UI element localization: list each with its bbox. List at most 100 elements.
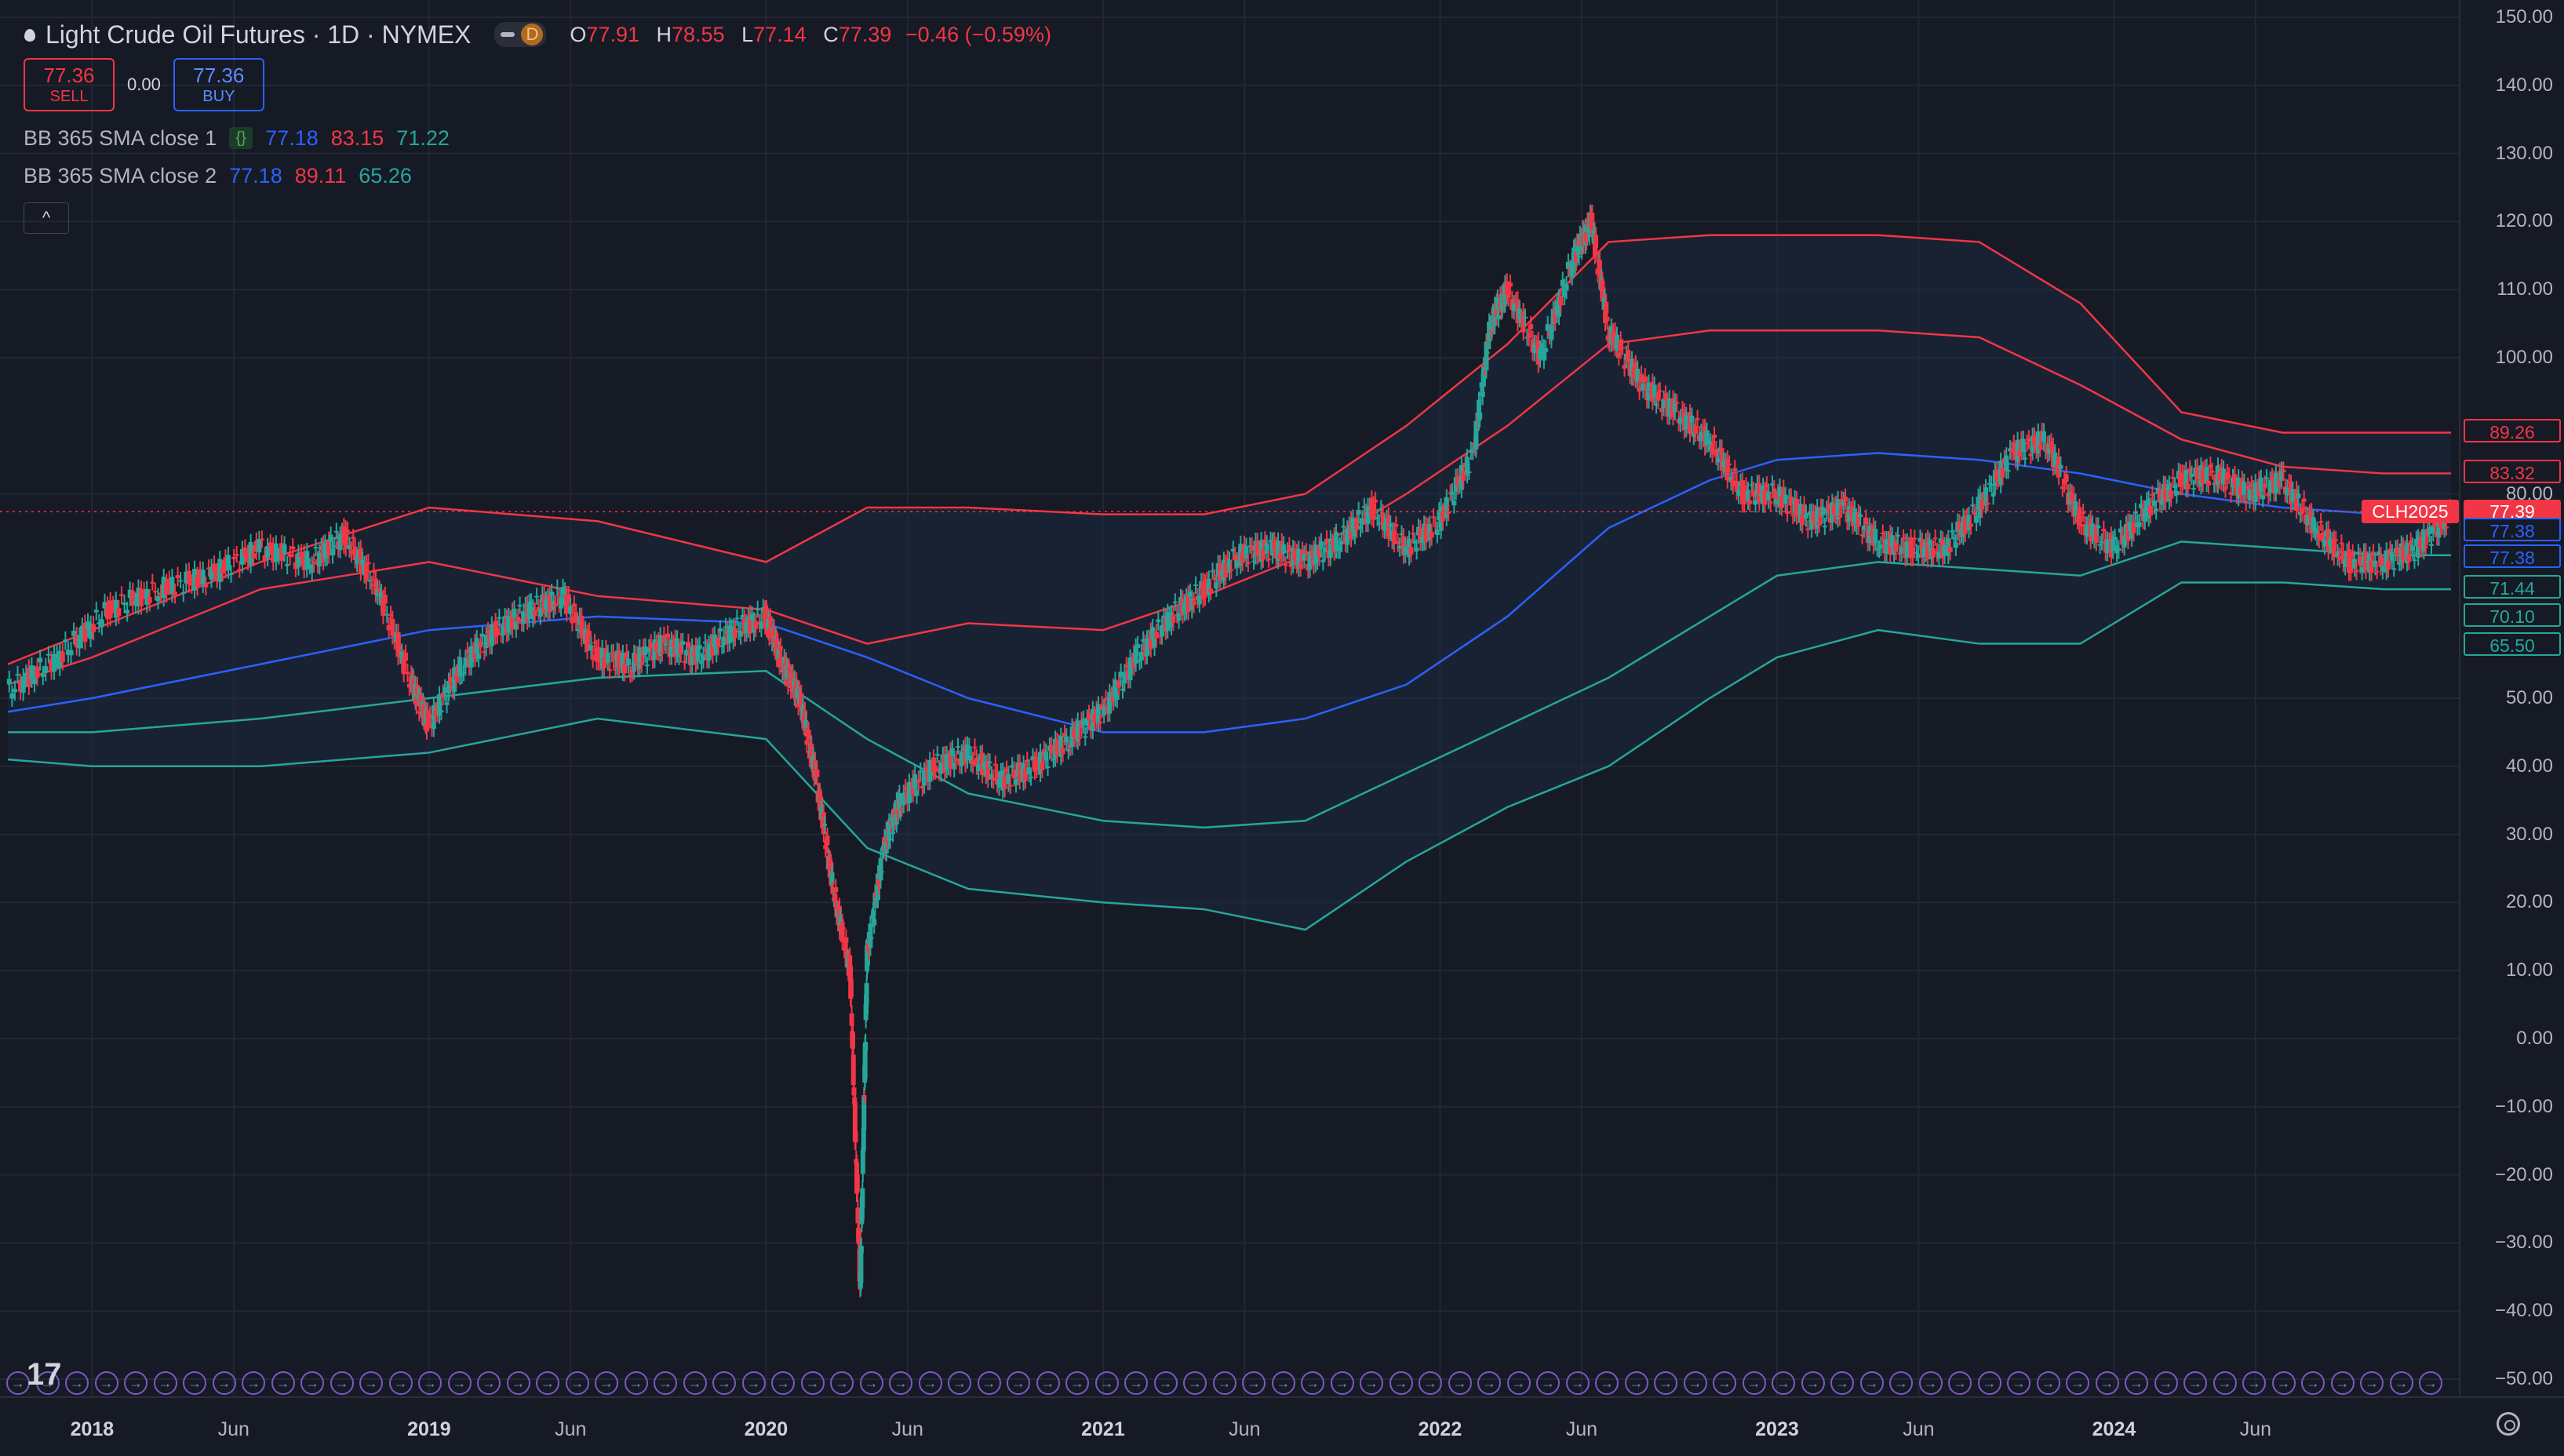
event-marker-icon[interactable]: → xyxy=(2154,1371,2178,1395)
event-marker-icon[interactable]: → xyxy=(1124,1371,1148,1395)
event-marker-icon[interactable]: → xyxy=(94,1371,118,1395)
event-marker-icon[interactable]: → xyxy=(330,1371,354,1395)
event-marker-icon[interactable]: → xyxy=(1830,1371,1854,1395)
event-marker-icon[interactable]: → xyxy=(1536,1371,1560,1395)
event-marker-icon[interactable]: → xyxy=(242,1371,265,1395)
event-marker-icon[interactable]: → xyxy=(1742,1371,1766,1395)
symbol-title[interactable]: Light Crude Oil Futures · 1D · NYMEX xyxy=(46,20,472,49)
event-marker-icon[interactable]: → xyxy=(477,1371,501,1395)
event-marker-icon[interactable]: → xyxy=(1859,1371,1884,1395)
price-scale[interactable]: 150.00 140.00 130.00 120.00 110.00 100.00 80.0… xyxy=(2459,0,2564,1396)
event-marker-icon[interactable]: → xyxy=(1801,1371,1825,1395)
event-marker-icon[interactable]: → xyxy=(447,1371,472,1395)
event-marker-icon[interactable]: → xyxy=(2271,1371,2296,1395)
event-marker-icon[interactable]: → xyxy=(1389,1371,1413,1395)
event-marker-icon[interactable]: → xyxy=(918,1371,942,1395)
event-marker-icon[interactable]: → xyxy=(2095,1371,2119,1395)
event-marker-icon[interactable]: → xyxy=(1477,1371,1501,1395)
event-marker-icon[interactable]: → xyxy=(683,1371,707,1395)
event-marker-icon[interactable]: → xyxy=(2419,1371,2442,1395)
event-marker-icon[interactable]: → xyxy=(1506,1371,1531,1395)
event-marker-icon[interactable]: → xyxy=(183,1371,206,1395)
event-marker-icon[interactable]: → xyxy=(1036,1371,1060,1395)
price-chart[interactable] xyxy=(0,0,2459,1396)
event-marker-icon[interactable]: → xyxy=(1948,1371,1972,1395)
event-marker-icon[interactable]: → xyxy=(2389,1371,2413,1395)
event-marker-icon[interactable]: → xyxy=(2007,1371,2030,1395)
event-marker-icon[interactable]: → xyxy=(741,1371,766,1395)
event-marker-icon[interactable]: → xyxy=(1918,1371,1943,1395)
tradingview-logo[interactable]: 17 xyxy=(27,1357,62,1392)
event-marker-icon[interactable]: → xyxy=(1713,1371,1736,1395)
indicator-name[interactable]: BB 365 SMA close 1 xyxy=(24,126,217,150)
event-marker-icon[interactable]: → xyxy=(830,1371,854,1395)
event-marker-icon[interactable]: → xyxy=(859,1371,883,1395)
event-marker-icon[interactable]: → xyxy=(1565,1371,1590,1395)
event-marker-icon[interactable]: → xyxy=(300,1371,324,1395)
event-marker-icon[interactable]: → xyxy=(1212,1371,1236,1395)
chart-area[interactable] xyxy=(0,0,2459,1396)
event-marker-icon[interactable]: → xyxy=(2360,1371,2384,1395)
event-marker-icon[interactable]: → xyxy=(212,1371,236,1395)
event-marker-icon[interactable]: → xyxy=(1065,1371,1089,1395)
event-marker-icon[interactable]: → xyxy=(1301,1371,1324,1395)
indicator-row-2[interactable]: BB 365 SMA close 2 77.18 89.11 65.26 xyxy=(24,157,1051,195)
event-marker-icon[interactable]: → xyxy=(2066,1371,2089,1395)
sell-button[interactable]: 77.36 SELL xyxy=(24,58,115,111)
event-marker-icon[interactable]: → xyxy=(1683,1371,1707,1395)
event-marker-icon[interactable]: → xyxy=(1595,1371,1619,1395)
event-marker-icon[interactable]: → xyxy=(536,1371,559,1395)
event-marker-icon[interactable]: → xyxy=(1889,1371,1913,1395)
event-marker-icon[interactable]: → xyxy=(948,1371,971,1395)
event-marker-icon[interactable]: → xyxy=(124,1371,148,1395)
event-marker-icon[interactable]: → xyxy=(889,1371,912,1395)
event-marker-icon[interactable]: → xyxy=(624,1371,648,1395)
event-marker-icon[interactable]: → xyxy=(2183,1371,2207,1395)
event-marker-icon[interactable]: → xyxy=(1330,1371,1354,1395)
event-marker-icon[interactable]: → xyxy=(1977,1371,2001,1395)
event-marker-icon[interactable]: → xyxy=(271,1371,295,1395)
event-marker-icon[interactable]: → xyxy=(800,1371,825,1395)
event-marker-icon[interactable]: → xyxy=(65,1371,89,1395)
event-marker-icon[interactable]: → xyxy=(595,1371,618,1395)
event-marker-icon[interactable]: → xyxy=(1772,1371,1795,1395)
event-marker-icon[interactable]: → xyxy=(771,1371,795,1395)
event-marker-icon[interactable]: → xyxy=(1271,1371,1295,1395)
event-marker-icon[interactable]: → xyxy=(1153,1371,1178,1395)
event-marker-icon[interactable]: → xyxy=(2301,1371,2325,1395)
event-marker-icon[interactable]: → xyxy=(1360,1371,1383,1395)
event-marker-icon[interactable]: → xyxy=(359,1371,383,1395)
indicator-name[interactable]: BB 365 SMA close 2 xyxy=(24,163,217,187)
collapse-legend-button[interactable]: ^ xyxy=(24,202,69,234)
buy-button[interactable]: 77.36 BUY xyxy=(173,58,264,111)
event-marker-icon[interactable]: → xyxy=(2036,1371,2060,1395)
time-scale[interactable]: 2018 Jun 2019 Jun 2020 Jun 2021 Jun 2022 Jun 2023 J… xyxy=(0,1396,2564,1456)
event-marker-icon[interactable]: → xyxy=(2125,1371,2148,1395)
event-marker-icon[interactable]: → xyxy=(977,1371,1001,1395)
event-marker-icon[interactable]: → xyxy=(388,1371,413,1395)
event-marker-icon[interactable]: → xyxy=(1007,1371,1030,1395)
indicator-row-1[interactable]: BB 365 SMA close 1 {} 77.18 83.15 71.22 xyxy=(24,119,1051,157)
event-marker-icon[interactable]: → xyxy=(418,1371,442,1395)
event-marker-icon[interactable]: → xyxy=(35,1371,60,1395)
event-marker-icon[interactable]: → xyxy=(1419,1371,1442,1395)
event-marker-icon[interactable]: → xyxy=(506,1371,530,1395)
event-marker-icon[interactable]: → xyxy=(2213,1371,2237,1395)
event-marker-icon[interactable]: → xyxy=(2330,1371,2355,1395)
event-marker-icon[interactable]: → xyxy=(1183,1371,1207,1395)
event-marker-icon[interactable]: → xyxy=(2242,1371,2266,1395)
event-marker-icon[interactable]: → xyxy=(712,1371,736,1395)
event-marker-icon[interactable]: → xyxy=(1242,1371,1266,1395)
visibility-pill[interactable]: D xyxy=(494,22,547,47)
event-marker-icon[interactable]: → xyxy=(565,1371,589,1395)
minus-icon[interactable] xyxy=(501,32,515,37)
event-marker-icon[interactable]: → xyxy=(1094,1371,1119,1395)
event-marker-icon[interactable]: → xyxy=(1654,1371,1677,1395)
settings-icon[interactable] xyxy=(2497,1412,2520,1436)
event-marker-icon[interactable]: → xyxy=(1624,1371,1648,1395)
event-marker-icon[interactable]: → xyxy=(6,1371,30,1395)
interval-badge[interactable]: D xyxy=(521,24,544,46)
event-marker-icon[interactable]: → xyxy=(153,1371,177,1395)
event-marker-icon[interactable]: → xyxy=(654,1371,677,1395)
source-code-icon[interactable]: {} xyxy=(229,127,253,149)
